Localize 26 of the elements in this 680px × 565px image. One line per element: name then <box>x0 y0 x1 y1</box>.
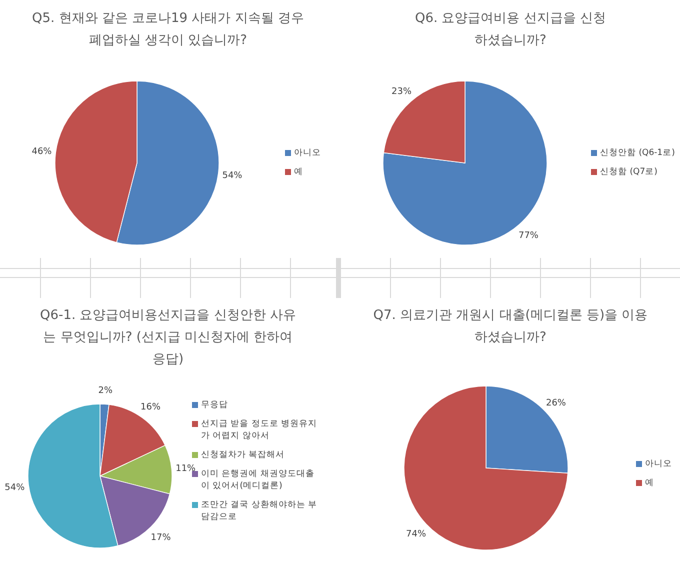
data-label: 74% <box>406 530 426 540</box>
data-label: 77% <box>518 231 539 242</box>
data-label: 2% <box>98 386 113 396</box>
data-label: 26% <box>546 398 566 408</box>
chart-title: Q6. 요양급여비용 선지급을 신청하셨습니까? <box>414 10 608 50</box>
chart-title: Q7. 의료기관 개원시 대출(메디컬론 등)을 이용하셨습니까? <box>372 307 649 347</box>
legend-label: 이미 은행권에 채권양도대출이 있어서(메디컬론) <box>201 468 316 492</box>
data-label: 54% <box>222 171 243 182</box>
data-label: 46% <box>32 146 52 157</box>
legend-label: 아니오 <box>645 458 672 470</box>
legend-label: 조만간 결국 상환해야하는 부담감으로 <box>201 499 318 523</box>
legend-label: 예 <box>645 477 654 489</box>
legend-label: 신청안함 (Q6-1로) <box>600 147 675 159</box>
legend-label: 무응답 <box>201 399 228 411</box>
legend-label: 신청함 (Q7로) <box>600 166 658 178</box>
data-label: 16% <box>140 402 161 412</box>
legend-label: 신청절차가 복잡해서 <box>201 449 285 461</box>
chart-title: Q6-1. 요양급여비용선지급을 신청안한 사유는 무엇입니까? (선지급 미신청자에 한하여 응답) <box>39 307 297 369</box>
chart-title: Q5. 현재와 같은 코로나19 사태가 지속될 경우 폐업하실 생각이 있습니까? <box>31 10 305 50</box>
legend-label: 아니오 <box>294 147 321 159</box>
legend-label: 선지급 받을 정도로 병원유지가 어렵지 않아서 <box>201 418 318 442</box>
legend-label: 예 <box>294 166 303 178</box>
data-label: 17% <box>150 532 172 543</box>
data-label: 11% <box>176 464 196 474</box>
data-label: 54% <box>4 482 26 493</box>
data-label: 23% <box>392 86 412 97</box>
